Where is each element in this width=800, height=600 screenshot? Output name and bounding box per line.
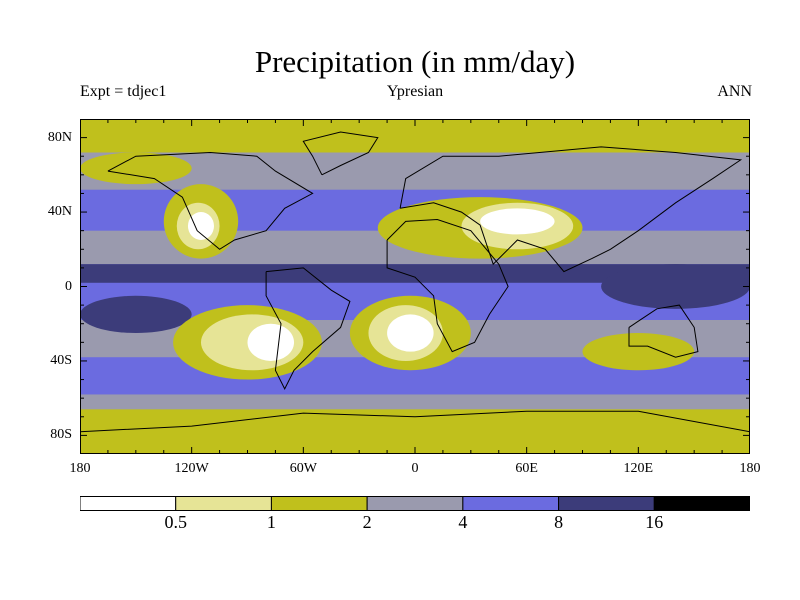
lon-tick-label: 180 [69,461,91,476]
coastline-south-america [265,267,351,391]
lat-tick-label: 40N [47,204,72,220]
contour-band-6 [80,264,750,283]
precipitation-contours [80,119,750,454]
precipitation-map [80,119,750,454]
colorbar-swatch [366,496,464,511]
colorbar-canvas [80,496,750,511]
coastline-greenland [302,131,379,176]
colorbar-level-label: 1 [266,512,276,532]
contour-region-17 [387,314,434,352]
colorbar-level-label: 4 [458,512,468,532]
map-canvas [80,119,750,454]
contour-region-8 [601,264,750,309]
contour-region-14 [247,323,295,361]
coastlines [80,131,750,433]
lon-tick-label: 120E [623,461,654,476]
lat-tick-label: 0 [65,278,72,294]
lat-tick-label: 80S [50,427,72,443]
map-frame [80,119,750,454]
lon-tick-label: 120W [174,461,209,476]
contour-region-7 [80,295,192,334]
lon-tick-label: 180 [739,461,761,476]
coastline-eurasia [399,146,743,273]
lon-tick-label: 0 [411,461,419,476]
lon-tick-label: 60E [515,461,538,476]
chart-title: Precipitation (in mm/day) [254,44,576,79]
contour-region-20 [480,208,555,235]
coastline-north-america [107,151,314,250]
period-label: Ypresian [386,83,444,100]
colorbar-level-label: 2 [362,512,372,532]
contour-region-22 [582,333,695,371]
lat-tick-label: 40S [50,352,72,368]
contour-region-21 [80,152,192,185]
season-label: ANN [717,83,752,100]
colorbar-level-label: 0.5 [164,512,187,532]
coastline-antarctica [80,410,750,433]
coastline-australia [628,304,699,358]
contour-region-11 [187,212,214,240]
coastline-africa [386,218,509,353]
lon-tick-label: 60W [289,461,317,476]
colorbar-swatch [270,496,368,511]
colorbar-level-label: 8 [554,512,564,532]
colorbar [80,496,750,511]
colorbar-swatch [653,496,750,511]
colorbar-swatch [462,496,560,511]
lat-tick-label: 80N [47,129,72,145]
colorbar-swatch [558,496,655,511]
colorbar-level-label: 16 [645,512,664,532]
colorbar-swatch [80,496,177,511]
experiment-label: Expt = tdjec1 [80,83,167,100]
colorbar-swatch [175,496,272,511]
